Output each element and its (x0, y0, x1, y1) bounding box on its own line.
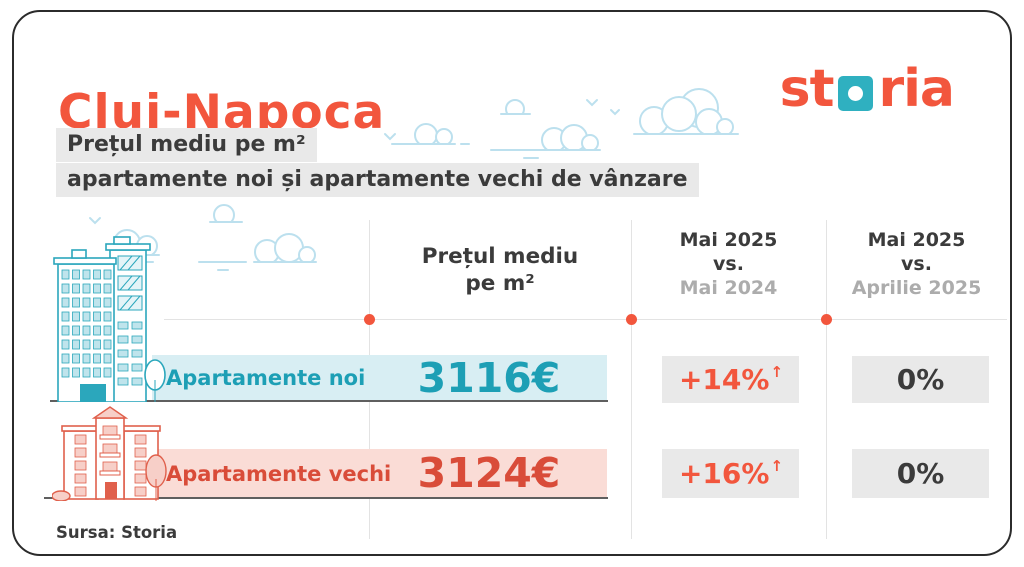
rule-dot-3 (821, 314, 832, 325)
yoy-header-current: Mai 2025 (679, 229, 778, 251)
row-label-new-apartments: Apartamente noi (166, 366, 366, 390)
logo-o-dot (848, 85, 864, 101)
table-divider-2 (631, 220, 632, 539)
cloud-icon (633, 96, 739, 148)
column-header-mom: Mai 2025 vs. Aprilie 2025 (826, 228, 1007, 300)
mom-value-new: 0% (896, 363, 945, 396)
source-note: Sursa: Storia (56, 523, 178, 542)
subtitle-line-2: apartamente noi și apartamente vechi de … (56, 163, 699, 198)
cloud-icon (500, 99, 531, 124)
old-building-windows (74, 425, 147, 497)
column-header-yoy: Mai 2025 vs. Mai 2024 (631, 228, 826, 300)
yoy-header-vs: vs. (713, 253, 744, 275)
cloud-icon (86, 229, 162, 267)
mom-header-current: Mai 2025 (867, 229, 966, 251)
ground-line-old (44, 497, 608, 499)
mom-header-compare: Aprilie 2025 (851, 277, 982, 299)
up-arrow-icon: ↑ (770, 456, 784, 475)
yoy-change-old-apartments: +16% ↑ (662, 449, 799, 498)
bird-icon (89, 217, 101, 225)
cloud-icon (490, 124, 602, 162)
row-band-new-apartments (152, 355, 607, 402)
bird-icon (586, 99, 598, 107)
column-header-price: Prețul mediu pe m² (369, 243, 631, 297)
cloud-icon (391, 123, 470, 156)
mom-change-new-apartments: 0% (852, 356, 989, 403)
yoy-value-new: +14% (678, 363, 770, 396)
yoy-value-old: +16% (678, 457, 770, 490)
table-divider-3 (826, 220, 827, 539)
highrise-building-icon (53, 236, 166, 402)
yoy-change-new-apartments: +14% ↑ (662, 356, 799, 403)
logo-text-ria: ria (878, 59, 955, 119)
sun-icon (679, 88, 719, 128)
price-header-line1: Prețul mediu (421, 244, 579, 269)
highrise-windows (61, 255, 143, 386)
price-new-apartments: 3116€ (417, 354, 561, 402)
rule-dot-2 (626, 314, 637, 325)
infographic-card: Cluj-Napoca st ria Prețul mediu pe m² ap… (12, 10, 1012, 556)
yoy-header-compare: Mai 2024 (679, 277, 778, 299)
row-label-old-apartments: Apartamente vechi (166, 462, 392, 486)
bird-icon (610, 109, 620, 116)
price-old-apartments: 3124€ (417, 449, 561, 497)
subtitle-line-1: Prețul mediu pe m² (56, 128, 317, 163)
up-arrow-icon: ↑ (770, 362, 784, 381)
bush-icon (52, 490, 71, 501)
cloud-icon (209, 204, 243, 232)
mom-value-old: 0% (896, 457, 945, 490)
price-header-line2: pe m² (465, 271, 535, 296)
mom-header-vs: vs. (901, 253, 932, 275)
row-band-old-apartments (152, 449, 607, 499)
mom-change-old-apartments: 0% (852, 449, 989, 498)
cloud-icon (198, 233, 318, 274)
ground-line-new (50, 400, 608, 402)
logo-o-icon (838, 75, 874, 111)
storia-logo: st ria (779, 59, 955, 119)
table-header-rule (164, 319, 1007, 320)
rule-dot-1 (364, 314, 375, 325)
bird-icon (384, 133, 396, 141)
logo-text-st: st (779, 59, 835, 119)
